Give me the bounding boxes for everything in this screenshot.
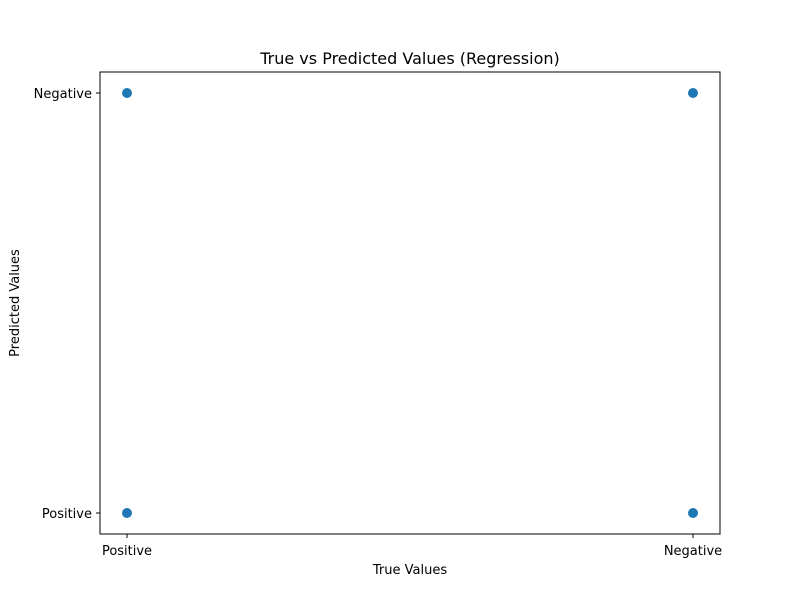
data-point (688, 88, 698, 98)
y-axis: Positive Negative (34, 87, 100, 522)
x-tick-label: Negative (664, 544, 722, 559)
data-point (122, 508, 132, 518)
chart-title: True vs Predicted Values (Regression) (259, 49, 560, 68)
y-tick-label: Negative (34, 87, 92, 102)
data-point (122, 88, 132, 98)
data-point (688, 508, 698, 518)
plot-area (99, 71, 721, 535)
x-axis-label: True Values (372, 563, 447, 578)
x-axis: Positive Negative (102, 534, 722, 559)
y-tick-label: Positive (42, 507, 92, 522)
y-axis-label: Predicted Values (8, 249, 23, 357)
data-points (122, 88, 698, 518)
x-tick-label: Positive (102, 544, 152, 559)
